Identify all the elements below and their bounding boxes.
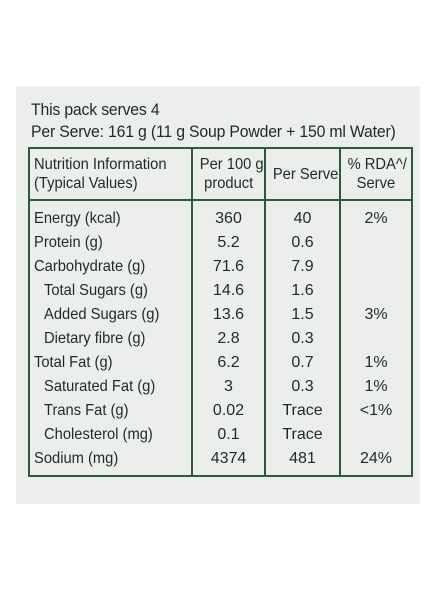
row-per-serve: 0.3: [264, 327, 341, 351]
row-per100: 71.6: [191, 255, 266, 279]
header-col4-line1: % RDA^/: [347, 156, 407, 173]
row-per100: 2.8: [191, 327, 266, 351]
row-rda: 1%: [339, 351, 413, 375]
row-per-serve: Trace: [264, 399, 341, 423]
row-per100: 0.1: [191, 423, 266, 447]
row-per-serve: 40: [264, 200, 341, 231]
row-name: Carbohydrate (g): [28, 255, 193, 279]
header-col2-line2: product: [203, 175, 254, 192]
row-per100: 13.6: [191, 303, 266, 327]
row-per-serve: 0.7: [264, 351, 341, 375]
row-name: Trans Fat (g): [28, 399, 193, 423]
row-rda: 3%: [339, 303, 413, 327]
header-per-serve: Per Serve: [264, 148, 341, 201]
row-name: Protein (g): [28, 231, 193, 255]
row-rda: <1%: [339, 399, 413, 423]
row-rda: 1%: [339, 375, 413, 399]
row-per100: 3: [191, 375, 266, 399]
row-per100: 6.2: [191, 351, 266, 375]
header-col2-line1: Per 100 g: [199, 156, 264, 173]
table-row: Sodium (mg) 4374 481 24%: [28, 447, 413, 476]
header-nutrition-information: Nutrition Information (Typical Values): [28, 148, 193, 201]
header-col1-line2: (Typical Values): [34, 175, 138, 192]
nutrition-table: Nutrition Information (Typical Values) P…: [28, 147, 413, 477]
table-row: Total Sugars (g) 14.6 1.6: [28, 279, 413, 303]
row-per-serve: 7.9: [264, 255, 341, 279]
row-rda: [339, 423, 413, 447]
header-col1-line1: Nutrition Information: [34, 156, 167, 173]
row-rda: [339, 231, 413, 255]
row-rda: [339, 327, 413, 351]
row-rda: 24%: [339, 447, 413, 476]
header-per-100g: Per 100 g product: [191, 148, 266, 201]
row-per-serve: 1.5: [264, 303, 341, 327]
row-per100: 4374: [191, 447, 266, 476]
header-col3: Per Serve: [272, 165, 339, 183]
table-row: Carbohydrate (g) 71.6 7.9: [28, 255, 413, 279]
table-row: Protein (g) 5.2 0.6: [28, 231, 413, 255]
row-rda: 2%: [339, 200, 413, 231]
pack-serves-text: This pack serves 4: [31, 100, 160, 119]
row-name: Energy (kcal): [28, 200, 193, 231]
row-per100: 360: [191, 200, 266, 231]
row-name: Cholesterol (mg): [28, 423, 193, 447]
row-per-serve: 481: [264, 447, 341, 476]
table-row: Cholesterol (mg) 0.1 Trace: [28, 423, 413, 447]
per-serve-text: Per Serve: 161 g (11 g Soup Powder + 150…: [31, 122, 396, 141]
row-per-serve: Trace: [264, 423, 341, 447]
table-row: Dietary fibre (g) 2.8 0.3: [28, 327, 413, 351]
row-rda: [339, 255, 413, 279]
row-name: Total Sugars (g): [28, 279, 193, 303]
header-rda: % RDA^/ Serve: [339, 148, 413, 201]
row-name: Dietary fibre (g): [28, 327, 193, 351]
row-per100: 14.6: [191, 279, 266, 303]
row-per-serve: 0.3: [264, 375, 341, 399]
row-name: Saturated Fat (g): [28, 375, 193, 399]
row-name: Total Fat (g): [28, 351, 193, 375]
row-rda: [339, 279, 413, 303]
table-row: Added Sugars (g) 13.6 1.5 3%: [28, 303, 413, 327]
row-per-serve: 0.6: [264, 231, 341, 255]
table-row: Trans Fat (g) 0.02 Trace <1%: [28, 399, 413, 423]
table-header-row: Nutrition Information (Typical Values) P…: [28, 148, 413, 201]
row-per100: 0.02: [191, 399, 266, 423]
table-row: Energy (kcal) 360 40 2%: [28, 200, 413, 231]
row-name: Added Sugars (g): [28, 303, 193, 327]
table-row: Total Fat (g) 6.2 0.7 1%: [28, 351, 413, 375]
row-name: Sodium (mg): [28, 447, 193, 476]
row-per-serve: 1.6: [264, 279, 341, 303]
header-col4-line2: Serve: [356, 175, 396, 192]
table-row: Saturated Fat (g) 3 0.3 1%: [28, 375, 413, 399]
row-per100: 5.2: [191, 231, 266, 255]
